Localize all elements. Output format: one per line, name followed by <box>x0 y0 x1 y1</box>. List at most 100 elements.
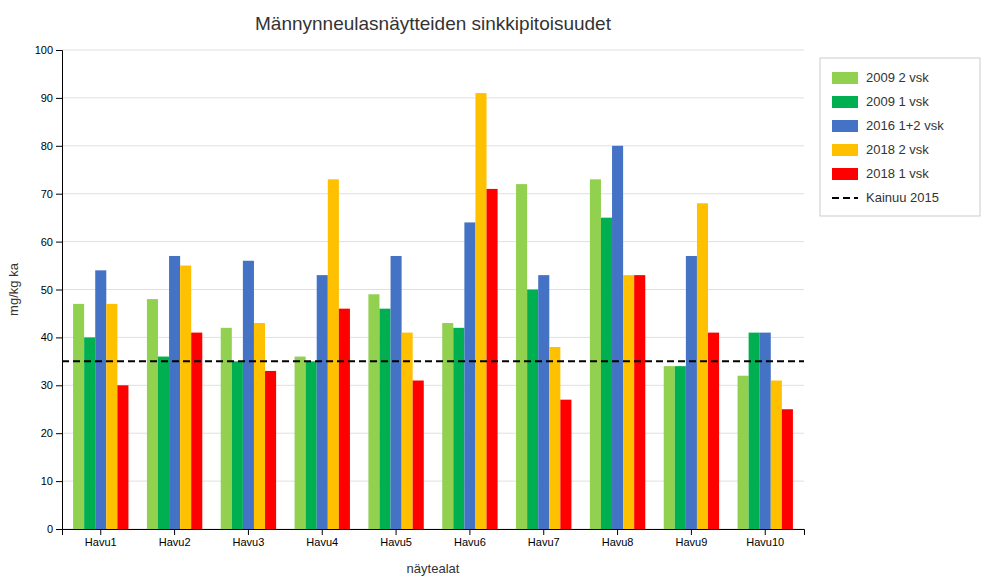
legend-label: 2018 2 vsk <box>866 142 929 157</box>
bar <box>391 256 402 529</box>
tick: Havu8 <box>602 529 634 548</box>
tick-label: Havu8 <box>602 536 634 548</box>
tick-mark <box>322 529 323 535</box>
axis-line <box>56 51 63 530</box>
bar <box>475 93 486 529</box>
legend: 2009 2 vsk 2009 1 vsk 2016 1+2 vsk 2018 2 v… <box>820 58 980 216</box>
legend-swatch <box>832 168 858 180</box>
bar <box>265 371 276 529</box>
bar <box>339 309 350 529</box>
bar <box>295 357 306 529</box>
bar <box>601 218 612 529</box>
tick-mark <box>56 146 62 147</box>
bar-series <box>73 179 749 529</box>
tick: 0 <box>47 523 62 535</box>
tick-label: Havu4 <box>306 536 338 548</box>
legend-label: Kainuu 2015 <box>866 190 939 205</box>
bar <box>664 366 675 529</box>
tick: Havu2 <box>159 529 191 548</box>
tick-label: 100 <box>35 44 53 56</box>
bar-series <box>84 218 760 529</box>
bar <box>147 299 158 529</box>
bar <box>464 222 475 529</box>
legend-swatch <box>832 144 858 156</box>
bar <box>243 261 254 529</box>
bar <box>328 179 339 529</box>
bar <box>158 357 169 529</box>
tick-label: Havu6 <box>454 536 486 548</box>
tick-mark <box>56 481 62 482</box>
tick-mark <box>691 529 692 535</box>
marks <box>62 93 804 529</box>
bar <box>117 385 128 529</box>
tick-mark <box>56 98 62 99</box>
tick-mark <box>56 529 62 530</box>
legend-item: 2018 2 vsk <box>832 142 929 157</box>
tick: Havu5 <box>380 529 412 548</box>
tick: 20 <box>41 427 62 439</box>
tick-label: 20 <box>41 427 53 439</box>
grid-line <box>62 241 804 242</box>
tick-mark <box>56 337 62 338</box>
tick-label: 0 <box>47 523 53 535</box>
tick-label: 50 <box>41 284 53 296</box>
legend-label: 2016 1+2 vsk <box>866 118 944 133</box>
tick: 40 <box>41 331 62 343</box>
legend-item: 2009 2 vsk <box>832 70 929 85</box>
grid-line <box>62 50 804 51</box>
legend-item: 2009 1 vsk <box>832 94 929 109</box>
tick-mark <box>100 529 101 535</box>
bar <box>549 347 560 529</box>
tick: Havu7 <box>528 529 560 548</box>
tick: 10 <box>41 475 62 487</box>
legend-swatch <box>832 72 858 84</box>
bar <box>686 256 697 529</box>
grid-line <box>62 145 804 146</box>
y-axis: 0102030405060708090100 <box>35 44 63 535</box>
legend-item: 2016 1+2 vsk <box>832 118 944 133</box>
bar <box>232 361 243 529</box>
bar <box>73 304 84 529</box>
grid-line <box>62 193 804 194</box>
tick-label: Havu5 <box>380 536 412 548</box>
bar <box>169 256 180 529</box>
title: Männynneulasnäytteiden sinkkipitoisuudet <box>255 13 612 34</box>
bar <box>306 361 317 529</box>
bar <box>317 275 328 529</box>
bar-series <box>106 93 782 529</box>
x-axis-title: näytealat <box>407 561 460 576</box>
bar <box>84 337 95 529</box>
grid-line <box>62 97 804 98</box>
tick-mark <box>765 529 766 535</box>
plot: 0102030405060708090100Havu1Havu2Havu3Hav… <box>35 44 805 548</box>
tick-label: 80 <box>41 140 53 152</box>
legend-frame <box>820 58 980 216</box>
bar-series <box>117 189 793 529</box>
tick-mark <box>174 529 175 535</box>
bar <box>782 409 793 529</box>
tick: 70 <box>41 188 62 200</box>
bar-series <box>95 146 771 529</box>
tick-label: Havu1 <box>85 536 117 548</box>
bar <box>379 309 390 529</box>
bar <box>771 381 782 529</box>
bar <box>590 179 601 529</box>
legend-label: 2009 2 vsk <box>866 70 929 85</box>
bar <box>538 275 549 529</box>
legend-item: Kainuu 2015 <box>832 190 939 205</box>
bar <box>675 366 686 529</box>
bar <box>697 203 708 529</box>
tick: Havu10 <box>746 529 784 548</box>
tick-label: 60 <box>41 236 53 248</box>
bar <box>106 304 117 529</box>
x-axis: Havu1 Havu2 Havu3 Havu4 Havu5 Havu6 Havu7 Havu8… <box>63 529 805 548</box>
tick-mark <box>56 385 62 386</box>
tick-label: 10 <box>41 475 53 487</box>
tick: 50 <box>41 284 62 296</box>
bar <box>623 275 634 529</box>
bar <box>368 294 379 529</box>
grid <box>62 50 804 529</box>
bar <box>738 376 749 529</box>
tick-label: Havu3 <box>233 536 265 548</box>
tick-label: 70 <box>41 188 53 200</box>
